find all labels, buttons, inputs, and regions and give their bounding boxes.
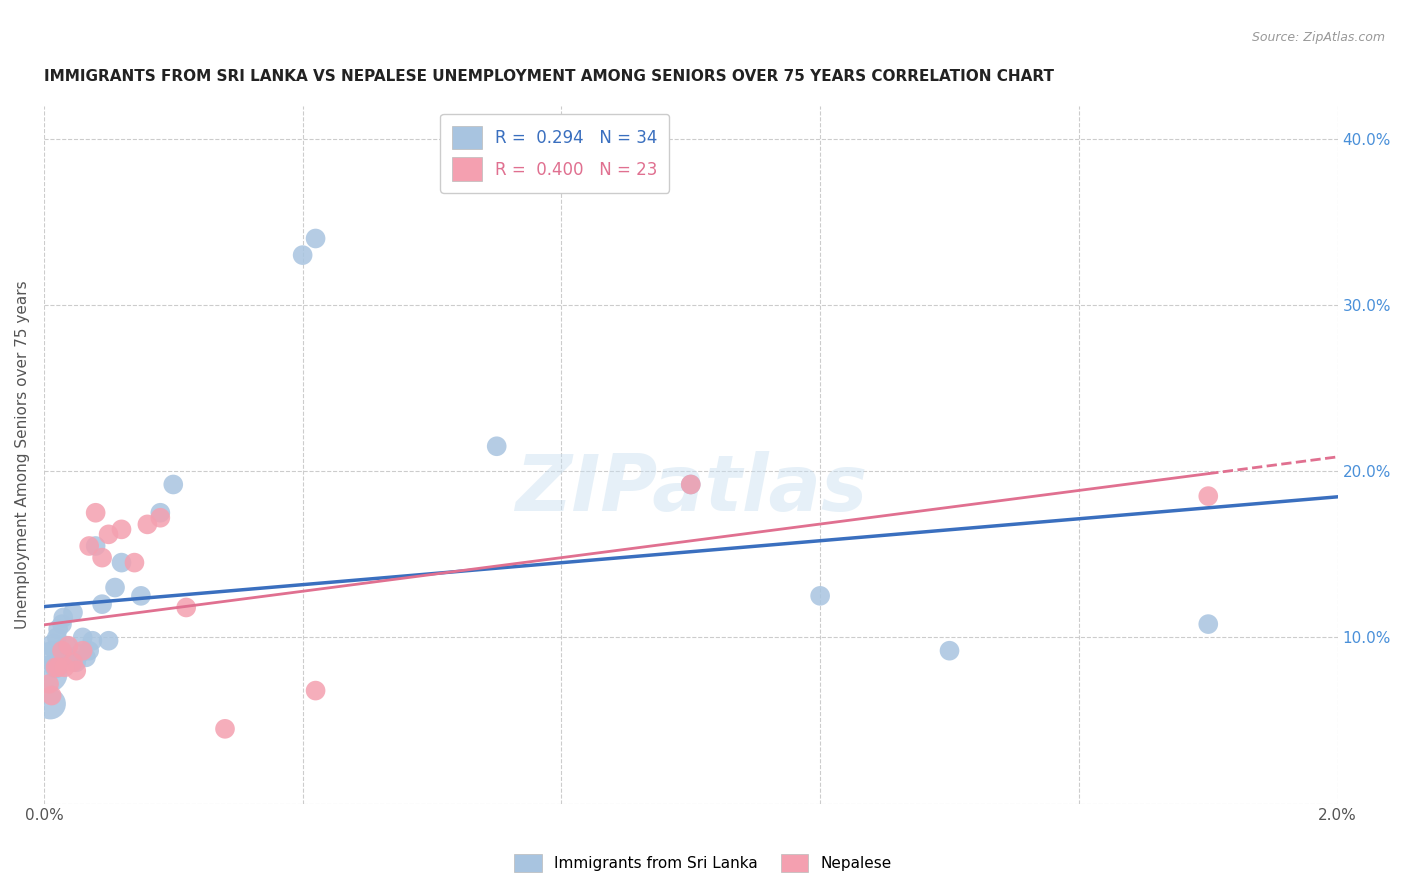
- Point: [52, 610, 75, 624]
- Point: [84, 539, 107, 553]
- Point: [485, 439, 508, 453]
- Point: [41, 689, 63, 703]
- Point: [53, 660, 76, 674]
- Point: [1197, 617, 1219, 632]
- Point: [62, 656, 84, 670]
- Point: [77, 539, 100, 553]
- Point: [55, 639, 77, 653]
- Point: [214, 722, 236, 736]
- Point: [46, 660, 69, 674]
- Point: [65, 656, 87, 670]
- Point: [59, 650, 82, 665]
- Point: [41, 647, 63, 661]
- Point: [808, 589, 831, 603]
- Point: [75, 650, 97, 665]
- Point: [174, 600, 197, 615]
- Point: [38, 667, 60, 681]
- Point: [58, 639, 80, 653]
- Point: [72, 643, 94, 657]
- Point: [91, 597, 114, 611]
- Text: IMMIGRANTS FROM SRI LANKA VS NEPALESE UNEMPLOYMENT AMONG SENIORS OVER 75 YEARS C: IMMIGRANTS FROM SRI LANKA VS NEPALESE UN…: [44, 69, 1054, 84]
- Point: [39, 697, 62, 711]
- Point: [44, 660, 66, 674]
- Point: [44, 660, 66, 674]
- Point: [77, 643, 100, 657]
- Point: [49, 643, 72, 657]
- Point: [45, 631, 67, 645]
- Point: [69, 647, 91, 661]
- Point: [42, 639, 65, 653]
- Legend: R =  0.294   N = 34, R =  0.400   N = 23: R = 0.294 N = 34, R = 0.400 N = 23: [440, 114, 669, 193]
- Legend: Immigrants from Sri Lanka, Nepalese: Immigrants from Sri Lanka, Nepalese: [506, 846, 900, 880]
- Text: Source: ZipAtlas.com: Source: ZipAtlas.com: [1251, 31, 1385, 45]
- Point: [136, 517, 159, 532]
- Point: [304, 683, 326, 698]
- Point: [679, 477, 702, 491]
- Text: ZIPatlas: ZIPatlas: [515, 451, 868, 527]
- Point: [84, 506, 107, 520]
- Point: [46, 622, 69, 636]
- Point: [38, 677, 60, 691]
- Point: [162, 477, 184, 491]
- Point: [104, 581, 127, 595]
- Point: [129, 589, 152, 603]
- Point: [291, 248, 314, 262]
- Point: [51, 643, 73, 657]
- Point: [679, 477, 702, 491]
- Point: [97, 633, 120, 648]
- Point: [110, 556, 132, 570]
- Point: [1197, 489, 1219, 503]
- Point: [149, 510, 172, 524]
- Y-axis label: Unemployment Among Seniors over 75 years: Unemployment Among Seniors over 75 years: [15, 280, 30, 629]
- Point: [65, 664, 87, 678]
- Point: [82, 633, 104, 648]
- Point: [72, 631, 94, 645]
- Point: [110, 522, 132, 536]
- Point: [91, 550, 114, 565]
- Point: [62, 606, 84, 620]
- Point: [149, 506, 172, 520]
- Point: [304, 231, 326, 245]
- Point: [124, 556, 146, 570]
- Point: [938, 643, 960, 657]
- Point: [97, 527, 120, 541]
- Point: [51, 617, 73, 632]
